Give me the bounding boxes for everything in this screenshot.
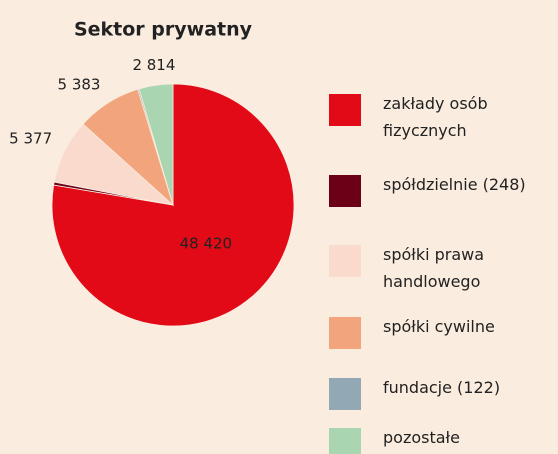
legend-label: spółdzielnie (248) — [383, 175, 526, 194]
data-label: 2 814 — [132, 56, 175, 74]
legend-item: zakłady osób fizycznych — [329, 94, 558, 144]
chart-title: Sektor prywatny — [74, 19, 253, 41]
data-label: 48 420 — [180, 234, 233, 252]
pie-slice — [138, 83, 174, 206]
legend-item: spółki cywilne — [329, 317, 558, 349]
legend-swatch — [329, 428, 361, 454]
data-label: 5 383 — [58, 76, 101, 94]
data-label: 5 377 — [9, 129, 52, 147]
legend-label: spółki prawa handlowego — [383, 245, 485, 291]
legend-label: zakłady osób fizycznych — [383, 94, 488, 140]
legend-label: fundacje (122) — [383, 378, 501, 397]
legend-item: fundacje (122) — [329, 378, 558, 410]
legend-label: spółki cywilne — [383, 317, 495, 336]
legend-item: spółki prawa handlowego — [329, 245, 558, 295]
legend-swatch — [329, 317, 361, 349]
legend-item: pozostałe — [329, 428, 558, 454]
legend-swatch — [329, 245, 361, 277]
legend-swatch — [329, 378, 361, 410]
legend-swatch — [329, 94, 361, 126]
legend-swatch — [329, 175, 361, 207]
legend-item: spółdzielnie (248) — [329, 175, 558, 207]
legend-label: pozostałe — [383, 428, 460, 447]
